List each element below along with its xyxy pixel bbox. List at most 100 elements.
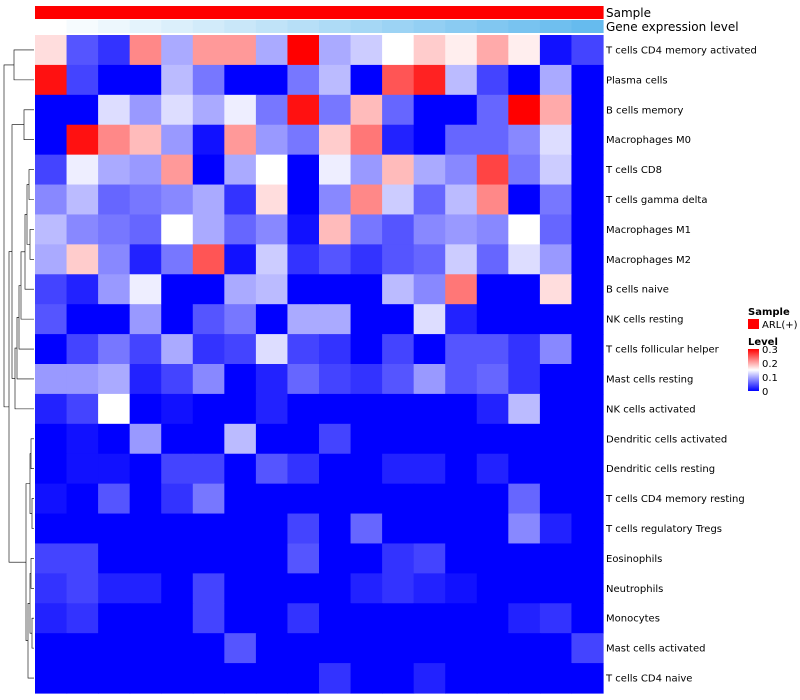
heatmap-cell [35,244,68,275]
heatmap-cell [287,274,320,305]
heatmap-cell [161,64,194,96]
heatmap-cell [255,154,289,186]
heatmap-cell [66,214,99,245]
heatmap-cell [413,483,446,515]
annotation-track-label: Gene expression level [606,20,739,34]
heatmap-cell [508,543,541,574]
annotation-cell [445,6,478,19]
heatmap-cell [382,603,415,634]
heatmap-cell [350,453,383,485]
heatmap-cell [539,543,573,574]
heatmap-cell [539,244,573,275]
heatmap-cell [413,393,446,425]
heatmap-cell [35,393,68,425]
heatmap-cell [255,543,289,574]
heatmap-cell [413,423,446,455]
heatmap-cell [413,543,446,574]
heatmap-cell [66,543,99,574]
heatmap-cell [413,64,446,96]
heatmap-cell [224,393,257,425]
heatmap-cell [571,244,604,275]
heatmap-cell [571,35,604,66]
heatmap-cell [255,483,289,515]
heatmap-cell [255,364,289,395]
heatmap-cell [319,364,352,395]
heatmap-cell [161,513,194,545]
heatmap-cell [476,94,509,126]
heatmap-cell [476,35,509,66]
heatmap-cell [98,64,131,96]
heatmap-cell [98,94,131,126]
row-label: Eosinophils [606,554,662,565]
heatmap-cell [319,154,352,186]
heatmap-cell [161,483,194,515]
heatmap-cell [319,184,352,216]
row-label: Monocytes [606,614,660,625]
heatmap-cell [161,94,194,126]
heatmap-cell [66,304,99,335]
heatmap-cell [476,184,509,216]
heatmap-cell [539,154,573,186]
heatmap-cell [571,94,604,126]
row-dendrogram [3,49,34,679]
heatmap-cell [98,573,131,604]
heatmap-cell [382,543,415,574]
heatmap-cell [35,94,68,126]
annotation-cell [287,6,320,19]
annotation-cell [98,20,131,33]
heatmap-cell [98,184,131,216]
heatmap-cell [287,364,320,395]
heatmap-cell [66,364,99,395]
heatmap-cell [539,453,573,485]
legend-level-tick: 0 [762,387,768,398]
heatmap-cell [539,124,573,156]
heatmap-cell [66,184,99,216]
annotation-cell [161,6,194,19]
annotation-cell [35,6,68,19]
row-label: B cells memory [606,105,683,116]
heatmap-cell [192,513,225,545]
heatmap-cell [445,453,478,485]
heatmap-cell [476,364,509,395]
heatmap-cell [382,94,415,126]
heatmap-cell [287,543,320,574]
heatmap-cell [66,35,99,66]
heatmap-cell [224,274,257,305]
heatmap-cell [571,214,604,245]
heatmap-cell [413,573,446,604]
annotation-cell [319,20,352,33]
legend-level-gradient [748,349,759,391]
heatmap-cell [224,573,257,604]
heatmap-cell [413,304,446,335]
heatmap-cell [508,663,541,694]
heatmap-cell [192,573,225,604]
heatmap-cell [98,124,131,156]
heatmap-cell [129,244,162,275]
annotation-cell [539,6,573,19]
heatmap-cell [66,633,99,664]
heatmap-cell [255,393,289,425]
heatmap-cell [224,35,257,66]
heatmap-cell [98,244,131,275]
heatmap-cell [571,154,604,186]
heatmap-cell [287,184,320,216]
heatmap-cell [445,543,478,574]
heatmap-cell [350,483,383,515]
annotation-cell [508,6,541,19]
heatmap-cell [319,633,352,664]
heatmap-cell [539,214,573,245]
heatmap-cell [66,483,99,515]
heatmap-cell [66,124,99,156]
annotation-cell [66,20,99,33]
heatmap-cell [350,573,383,604]
legend-sample-title: Sample [748,307,790,318]
heatmap-cell [476,334,509,365]
legend-sample-swatch [748,319,759,329]
row-label: T cells CD8 [605,165,662,176]
heatmap-cell [476,663,509,694]
heatmap-cell [413,453,446,485]
heatmap-cell [476,543,509,574]
heatmap-cell [35,154,68,186]
annotation-cell [66,6,99,19]
heatmap-cell [35,513,68,545]
